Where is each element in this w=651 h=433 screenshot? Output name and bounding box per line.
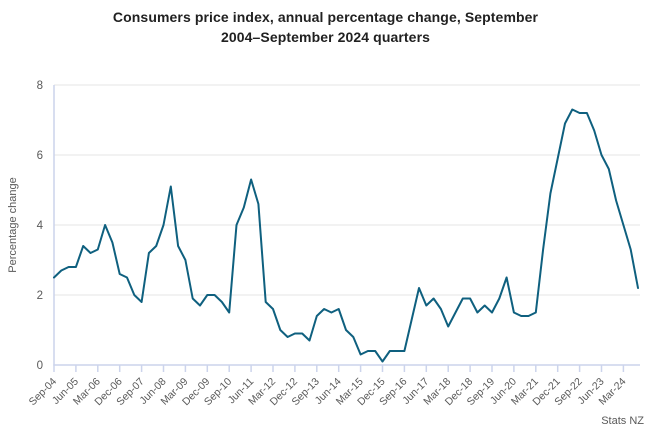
cpi-line (53, 108, 639, 363)
y-tick-label: 2 (37, 290, 43, 302)
y-axis-title: Percentage change (7, 177, 19, 272)
source-attribution: Stats NZ (601, 415, 644, 427)
chart-title-line1: Consumers price index, annual percentage… (112, 9, 539, 25)
y-tick-label: 6 (37, 150, 43, 162)
y-tick-label: 8 (37, 80, 43, 92)
chart-title: Consumers price index, annual percentage… (0, 7, 651, 47)
y-tick-label: 4 (37, 220, 44, 232)
chart-title-line2: 2004–September 2024 quarters (220, 29, 431, 45)
y-tick-label: 0 (37, 360, 43, 372)
